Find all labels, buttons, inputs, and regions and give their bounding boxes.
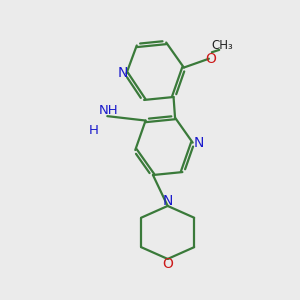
Text: N: N <box>163 194 173 208</box>
Text: N: N <box>118 66 128 80</box>
Text: O: O <box>162 257 173 271</box>
Text: CH₃: CH₃ <box>211 39 233 52</box>
Text: O: O <box>205 52 216 66</box>
Text: H: H <box>89 124 99 137</box>
Text: N: N <box>194 136 204 150</box>
Text: NH: NH <box>99 104 118 117</box>
